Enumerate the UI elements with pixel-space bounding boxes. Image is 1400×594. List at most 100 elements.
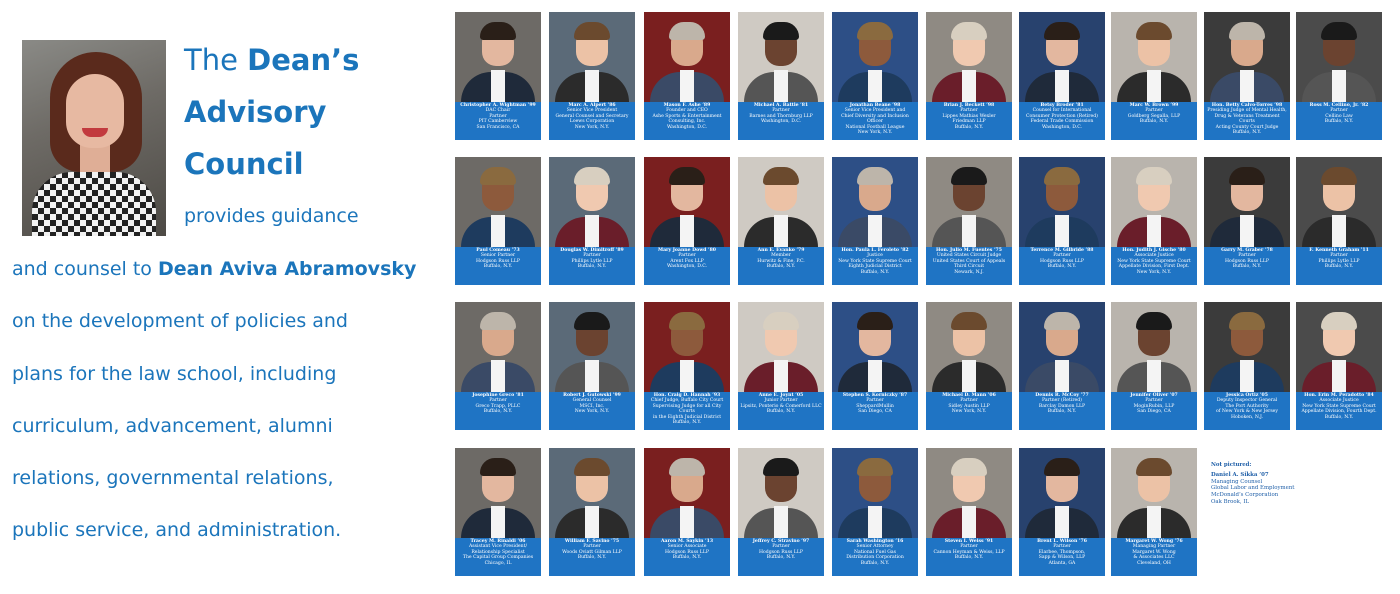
member-detail-line: MoginRubin, LLP — [1133, 403, 1175, 409]
member-detail-line: Appellate Division, First Dept. — [1118, 264, 1190, 270]
member-detail-line: Buffalo, N.Y. — [766, 264, 796, 270]
member-photo — [644, 157, 730, 247]
member-detail-line: Partner — [1053, 253, 1071, 259]
member-detail-line: Washington, D.C. — [760, 119, 802, 125]
member-detail-line: Partner — [1145, 398, 1163, 404]
member-detail-line: Buffalo, N.Y. — [860, 269, 890, 275]
member-detail-line: Partner — [489, 398, 507, 404]
intro-line-6: relations, governmental relations, — [12, 467, 334, 489]
member-detail-line: National Fuel Gas — [853, 549, 897, 555]
member-name: Michael A. Battle ’81 — [753, 103, 809, 108]
member-name: Michael D. Mann ’06 — [942, 393, 996, 398]
member-card: Hon. Julio M. Fuentes ’75 United States C… — [926, 157, 1012, 285]
member-photo — [738, 12, 824, 102]
member-name: Jennifer Oliver ’07 — [1130, 393, 1178, 398]
member-caption: Douglas W. Dimitroff ’89 Partner Phillips … — [551, 248, 633, 283]
member-detail-line: General Counsel and Secretary — [555, 113, 629, 119]
member-detail-line: Hodgson Russ LLP — [476, 258, 520, 264]
dean-portrait — [22, 40, 166, 236]
member-photo — [832, 12, 918, 102]
member-photo — [832, 302, 918, 392]
member-name: Hon. Judith J. Gische ’80 — [1122, 248, 1186, 253]
member-detail-line: Drug & Veterans Treatment Courts — [1214, 113, 1280, 125]
member-photo — [738, 302, 824, 392]
intro-line-7: public service, and administration. — [12, 519, 342, 541]
member-caption: Brent L. Wilson ’76 Partner Elarbee, Thomp… — [1021, 539, 1103, 574]
member-card: Jessica Ortiz ’05 Deputy Inspector Genera… — [1204, 302, 1290, 430]
member-caption: Josephine Greco ’81 Partner Greco Trapp, P… — [457, 393, 539, 428]
member-detail-line: Cellino Law — [1325, 113, 1353, 119]
member-name: Stephen S. Korniczky ’87 — [842, 393, 908, 398]
member-detail-line: Hurwitz & Fine, P.C. — [757, 258, 805, 264]
member-detail-line: Woods Oviatt Gilman LLP — [562, 549, 622, 555]
member-detail-line: New York State Supreme Court — [1302, 403, 1376, 409]
member-caption: Hon. Erin M. Peradotto ’84 Associate Just… — [1298, 393, 1380, 428]
member-detail-line: Elarbee, Thompson, — [1038, 549, 1086, 555]
member-detail-line: Distribution Corporation — [846, 555, 904, 561]
member-caption: Hon. Paula L. Feroleto ’82 Justice New Yor… — [834, 248, 916, 283]
member-name: Anne E. Joynt ’05 — [758, 393, 804, 398]
member-caption: Aaron M. Saykin ’13 Senior Associate Hodgs… — [646, 539, 728, 574]
member-detail-line: Partner — [960, 544, 978, 550]
member-photo — [549, 157, 635, 247]
member-card: Ann E. Evanko ’79 Member Hurwitz & Fine, P… — [738, 157, 824, 285]
member-card: Robert J. Gutowski ’99 General Counsel MSC… — [549, 302, 635, 430]
member-name: Hon. Erin M. Peradotto ’84 — [1304, 393, 1374, 398]
member-caption: Sarah Washington ’16 Senior Attorney Natio… — [834, 539, 916, 574]
member-detail-line: & Associates LLC — [1133, 555, 1175, 561]
member-detail-line: Associate Justice — [1319, 398, 1359, 404]
member-detail-line: Associate Justice — [1134, 253, 1174, 259]
member-photo — [1296, 12, 1382, 102]
member-card: Hon. Judith J. Gische ’80 Associate Justi… — [1111, 157, 1197, 285]
member-detail-line: General Counsel — [572, 398, 612, 404]
member-photo — [455, 12, 541, 102]
member-detail-line: Managing Partner — [1132, 544, 1176, 550]
member-name: Tracey M. Rinaldi ’06 — [470, 539, 526, 544]
member-card: Sarah Washington ’16 Senior Attorney Natio… — [832, 448, 918, 576]
member-detail-line: Consulting, Inc. — [668, 119, 706, 125]
member-detail-line: New York, N.Y. — [574, 409, 610, 415]
member-detail-line: Greco Trapp, PLLC — [475, 403, 521, 409]
member-detail-line: Assistant Vice President/ — [468, 544, 527, 550]
member-detail-line: Partner — [1053, 544, 1071, 550]
member-caption: Jonathan Beane ’98 Senior Vice President … — [834, 103, 916, 138]
member-caption: Stephen S. Korniczky ’87 Partner SheppardM… — [834, 393, 916, 428]
member-name: Betsy Broder ’81 — [1040, 103, 1084, 108]
member-detail-line: The Port Authority — [1225, 403, 1269, 409]
member-card: Margaret W. Wong ’76 Managing Partner Marg… — [1111, 448, 1197, 576]
member-name: F. Kenneth Graham ’11 — [1309, 248, 1369, 253]
member-detail-line: Consumer Protection (Retired) — [1026, 113, 1098, 119]
member-detail-line: Hoboken, N.J. — [1231, 414, 1263, 420]
not-pictured-name: Daniel A. Sikka ’07 — [1211, 471, 1269, 478]
member-card: Garry M. Graber ’78 Partner Hodgson Russ L… — [1204, 157, 1290, 285]
member-caption: Marc A. Alpert ’86 Senior Vice President G… — [551, 103, 633, 138]
intro-line-3: on the development of policies and — [12, 310, 348, 332]
member-photo — [644, 448, 730, 538]
member-detail-line: Partner — [960, 398, 978, 404]
member-card: Hon. Betty Calvo-Torres ’98 Presiding Jud… — [1204, 12, 1290, 140]
member-photo — [926, 157, 1012, 247]
member-detail-line: Ashe Sports & Entertainment — [652, 113, 722, 119]
member-detail-line: Buffalo, N.Y. — [483, 409, 513, 415]
member-detail-line: Eighth Judicial District — [848, 264, 902, 270]
member-card: Paul Comeau ’73 Senior Partner Hodgson Rus… — [455, 157, 541, 285]
member-photo — [1111, 12, 1197, 102]
not-pictured-line: Oak Brook, IL — [1211, 498, 1250, 505]
member-caption: Paul Comeau ’73 Senior Partner Hodgson Rus… — [457, 248, 539, 283]
member-caption: Dennis R. McCoy ’77 Partner (Retired) Barc… — [1021, 393, 1103, 428]
member-caption: Steven I. Weiss ’91 Partner Cannon Heyman … — [928, 539, 1010, 574]
intro-line-4: plans for the law school, including — [12, 363, 337, 385]
member-detail-line: in the Eighth Judicial District — [652, 414, 722, 420]
member-detail-line: Lippes Mathias Wexler — [942, 113, 996, 119]
member-card: Marc W. Brown ’99 Partner Goldberg Segalla… — [1111, 12, 1197, 140]
member-detail-line: Washington, D.C. — [1041, 124, 1083, 130]
member-photo — [1204, 157, 1290, 247]
member-detail-line: Federal Trade Commission — [1030, 119, 1094, 125]
member-detail-line: Buffalo, N.Y. — [672, 555, 702, 561]
member-detail-line: Buffalo, N.Y. — [1324, 264, 1354, 270]
member-photo — [1296, 302, 1382, 392]
member-detail-line: New York State Supreme Court — [1117, 258, 1191, 264]
member-detail-line: Partner — [772, 108, 790, 114]
member-detail-line: Hodgson Russ LLP — [759, 549, 803, 555]
member-detail-line: Atlanta, GA — [1048, 560, 1076, 566]
